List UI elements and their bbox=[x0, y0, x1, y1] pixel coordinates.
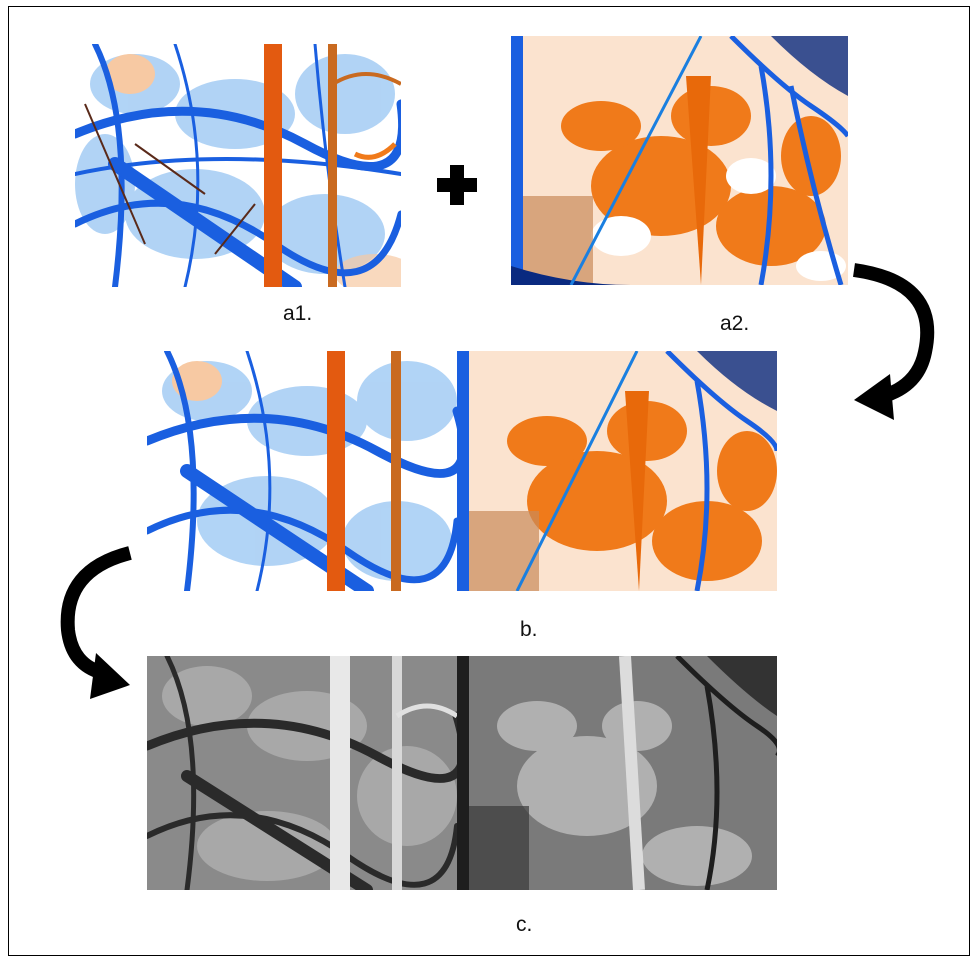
image-a1 bbox=[75, 44, 401, 287]
curved-arrow-down-right-icon bbox=[58, 545, 138, 705]
plus-icon bbox=[437, 165, 477, 205]
image-c bbox=[147, 656, 777, 890]
image-b bbox=[147, 351, 777, 591]
label-a1: a1. bbox=[283, 302, 312, 326]
image-a2 bbox=[511, 36, 848, 285]
label-a2: a2. bbox=[720, 312, 749, 336]
label-c: c. bbox=[516, 913, 532, 937]
curved-arrow-down-left-icon bbox=[850, 262, 940, 422]
label-b: b. bbox=[520, 618, 538, 642]
